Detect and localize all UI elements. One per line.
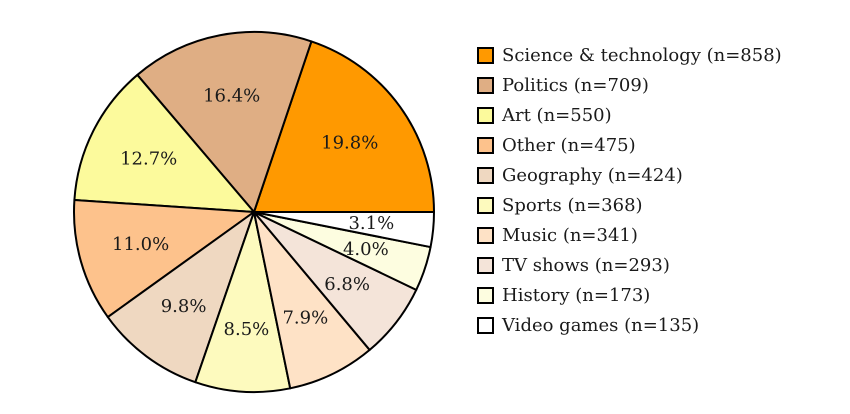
pie-percent-label-3: 11.0% <box>112 234 169 255</box>
legend-label-1: Politics (n=709) <box>502 75 649 96</box>
pie-percent-label-7: 6.8% <box>324 274 370 295</box>
pie-slice-2 <box>73 73 255 213</box>
legend: Science & technology (n=858) Politics (n=… <box>477 45 782 336</box>
pie-slice-5 <box>194 211 292 393</box>
legend-item-6: Music (n=341) <box>477 225 638 246</box>
legend-swatch-3 <box>477 137 494 154</box>
pie-percent-label-6: 7.9% <box>282 308 328 329</box>
legend-label-6: Music (n=341) <box>502 225 638 246</box>
pie-slice-1 <box>136 31 313 213</box>
pie-percent-label-1: 16.4% <box>203 86 260 107</box>
pie-percent-label-8: 4.0% <box>343 239 389 260</box>
legend-swatch-6 <box>477 227 494 244</box>
legend-label-8: History (n=173) <box>502 285 650 306</box>
legend-label-9: Video games (n=135) <box>501 315 699 336</box>
legend-item-5: Sports (n=368) <box>477 195 643 216</box>
legend-swatch-2 <box>477 107 494 124</box>
legend-item-8: History (n=173) <box>477 285 650 306</box>
pie-percent-labels: 19.8% 16.4% 12.7% 11.0% 9.8% 8.5% 7.9% 6.8% 4.0%… <box>112 86 394 340</box>
legend-item-7: TV shows (n=293) <box>477 255 670 276</box>
pie-percent-label-4: 9.8% <box>161 296 207 317</box>
legend-label-0: Science & technology (n=858) <box>502 45 782 66</box>
pie-percent-label-5: 8.5% <box>224 319 270 340</box>
legend-swatch-1 <box>477 77 494 94</box>
legend-item-1: Politics (n=709) <box>477 75 649 96</box>
legend-swatch-9 <box>477 317 494 334</box>
legend-label-7: TV shows (n=293) <box>502 255 670 276</box>
legend-label-2: Art (n=550) <box>501 105 612 126</box>
legend-item-9: Video games (n=135) <box>477 315 699 336</box>
legend-item-4: Geography (n=424) <box>477 165 683 186</box>
legend-item-3: Other (n=475) <box>477 135 636 156</box>
legend-item-0: Science & technology (n=858) <box>477 45 782 66</box>
pie-slice-4 <box>106 211 255 384</box>
pie-slice-3 <box>73 198 255 319</box>
legend-swatch-8 <box>477 287 494 304</box>
legend-swatch-0 <box>477 47 494 64</box>
pie-slices <box>73 31 435 393</box>
pie-slice-0 <box>253 40 435 213</box>
legend-label-4: Geography (n=424) <box>502 165 683 186</box>
pie-percent-label-0: 19.8% <box>321 133 378 154</box>
legend-label-3: Other (n=475) <box>502 135 636 156</box>
pie-percent-label-2: 12.7% <box>120 149 177 170</box>
legend-swatch-4 <box>477 167 494 184</box>
legend-swatch-7 <box>477 257 494 274</box>
pie-slice-9 <box>253 211 435 249</box>
legend-item-2: Art (n=550) <box>477 105 612 126</box>
legend-swatch-5 <box>477 197 494 214</box>
legend-label-5: Sports (n=368) <box>502 195 643 216</box>
pie-percent-label-9: 3.1% <box>348 213 394 234</box>
